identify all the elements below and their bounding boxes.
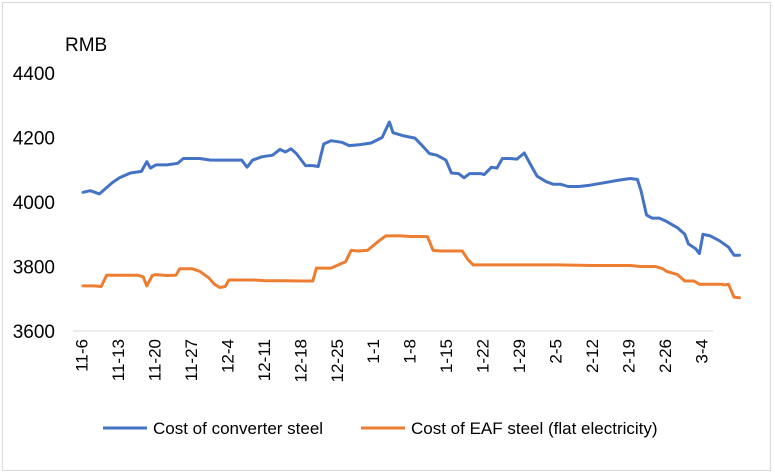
y-tick-label: 4000 [13, 193, 55, 214]
x-tick-label: 11-13 [109, 339, 128, 381]
x-tick-label: 11-27 [182, 339, 201, 381]
x-tick-label: 3-4 [692, 339, 711, 364]
x-tick-label: 1-8 [401, 339, 420, 364]
x-tick-label: 1-29 [510, 339, 529, 373]
legend-label-eaf: Cost of EAF steel (flat electricity) [411, 419, 658, 438]
series-group [81, 120, 741, 300]
chart-frame: RMB 3600 3800 4000 4200 4400 11-6 11-13 11-20 1… [2, 2, 771, 471]
legend: Cost of converter steel Cost of EAF stee… [103, 419, 658, 438]
x-tick-label: 12-11 [255, 339, 274, 381]
y-tick-label: 3800 [13, 258, 55, 279]
x-tick-label: 12-25 [328, 339, 347, 382]
x-tick-label: 12-4 [218, 339, 237, 373]
x-tick-label: 12-18 [291, 339, 310, 382]
series-line-converter-steel [81, 120, 741, 257]
x-tick-label: 1-15 [437, 339, 456, 373]
y-axis-label: RMB [65, 35, 107, 56]
x-tick-label: 1-1 [364, 339, 383, 364]
x-tick-label: 1-22 [474, 339, 493, 373]
x-tick-label: 2-12 [583, 339, 602, 373]
x-tick-label: 2-26 [656, 339, 675, 373]
legend-label-converter: Cost of converter steel [153, 419, 323, 438]
y-tick-label: 3600 [13, 322, 55, 343]
x-tick-label: 2-19 [620, 339, 639, 373]
y-tick-label: 4400 [13, 64, 55, 85]
x-tick-label: 2-5 [547, 339, 566, 364]
x-axis-ticks: 11-6 11-13 11-20 11-27 12-4 12-11 12-18 12-25 1-… [72, 339, 711, 382]
x-tick-label: 11-20 [145, 339, 164, 381]
x-tick-label: 11-6 [72, 339, 91, 372]
y-tick-label: 4200 [13, 129, 55, 150]
series-line-eaf-steel [81, 234, 741, 300]
y-axis-ticks: 3600 3800 4000 4200 4400 [13, 64, 55, 343]
